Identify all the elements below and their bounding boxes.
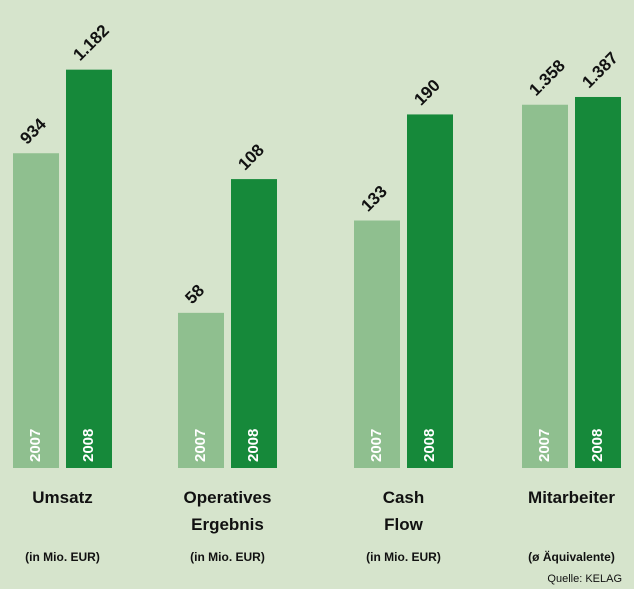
value-label: 190 <box>410 76 443 109</box>
bar <box>13 153 59 468</box>
category-subtitle: (ø Äquivalente) <box>528 550 615 564</box>
series-label: 2008 <box>589 429 606 462</box>
bar <box>231 179 277 468</box>
series-label: 2007 <box>536 429 553 462</box>
value-label: 934 <box>16 114 50 148</box>
series-label: 2008 <box>245 429 262 462</box>
category-title: Cash Flow <box>382 488 425 534</box>
bar <box>522 104 568 469</box>
source: Quelle: KELAG <box>547 573 622 585</box>
category-title: Operatives Ergebnis <box>183 488 272 534</box>
category-subtitle: (in Mio. EUR) <box>25 550 100 564</box>
bar <box>575 96 621 468</box>
value-label: 1.182 <box>69 21 113 65</box>
series-label: 2008 <box>421 429 438 462</box>
category-title: Mitarbeiter <box>528 488 615 507</box>
series-label: 2008 <box>80 429 97 462</box>
value-label: 58 <box>181 281 208 308</box>
value-label: 1.358 <box>525 56 569 100</box>
value-label: 133 <box>357 182 390 215</box>
category-title: Umsatz <box>32 488 93 507</box>
bar <box>407 114 453 468</box>
series-label: 2007 <box>27 429 44 462</box>
value-label: 1.387 <box>578 48 622 92</box>
bar <box>66 69 112 469</box>
bar <box>178 312 224 468</box>
series-label: 2007 <box>192 429 209 462</box>
category-subtitle: (in Mio. EUR) <box>190 550 265 564</box>
category-subtitle: (in Mio. EUR) <box>366 550 441 564</box>
value-label: 108 <box>234 140 267 173</box>
bar <box>354 220 400 468</box>
series-label: 2007 <box>368 429 385 462</box>
